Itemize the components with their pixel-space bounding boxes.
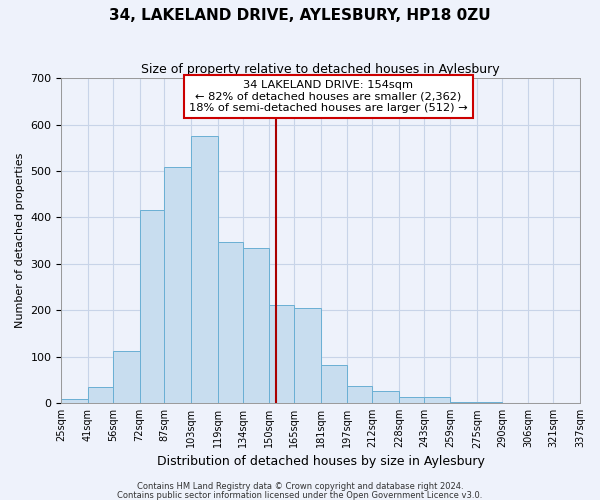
Text: Contains HM Land Registry data © Crown copyright and database right 2024.: Contains HM Land Registry data © Crown c… (137, 482, 463, 491)
Bar (294, 308, 321, 403)
Bar (451, 402, 477, 403)
Y-axis label: Number of detached properties: Number of detached properties (15, 153, 25, 328)
Bar (164, 167, 191, 403)
Bar (242, 248, 269, 403)
Bar (61, 400, 88, 403)
Bar (477, 402, 502, 403)
Bar (424, 397, 451, 403)
Text: 34 LAKELAND DRIVE: 154sqm
← 82% of detached houses are smaller (2,362)
18% of se: 34 LAKELAND DRIVE: 154sqm ← 82% of detac… (189, 80, 468, 113)
Bar (399, 397, 424, 403)
Title: Size of property relative to detached houses in Aylesbury: Size of property relative to detached ho… (142, 62, 500, 76)
Bar (269, 304, 294, 403)
Text: Contains public sector information licensed under the Open Government Licence v3: Contains public sector information licen… (118, 490, 482, 500)
Bar (88, 387, 113, 403)
Bar (218, 242, 242, 403)
Bar (140, 210, 164, 403)
X-axis label: Distribution of detached houses by size in Aylesbury: Distribution of detached houses by size … (157, 454, 485, 468)
Bar (321, 365, 347, 403)
Bar (113, 351, 140, 403)
Bar (347, 386, 372, 403)
Bar (191, 136, 218, 403)
Text: 34, LAKELAND DRIVE, AYLESBURY, HP18 0ZU: 34, LAKELAND DRIVE, AYLESBURY, HP18 0ZU (109, 8, 491, 22)
Bar (372, 391, 399, 403)
